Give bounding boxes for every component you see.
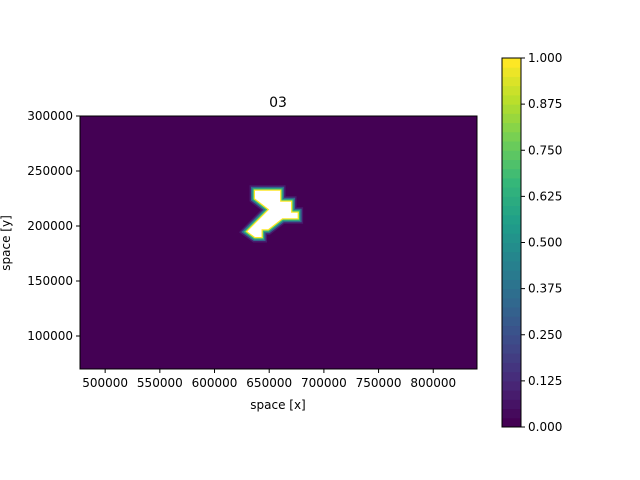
y-tick-label: 250000 (27, 164, 73, 178)
colorbar-band (502, 233, 521, 243)
region-layers (238, 185, 304, 243)
colorbar: 0.000 0.125 0.250 0.375 0.500 0.625 0.750 0.875… (501, 51, 562, 434)
colorbar-band (502, 113, 521, 124)
colorbar-band (502, 362, 521, 373)
colorbar-band (502, 58, 521, 68)
colorbar-band (502, 270, 521, 280)
colorbar-band (502, 343, 521, 354)
y-tick-label: 300000 (27, 109, 73, 123)
colorbar-band (502, 205, 521, 216)
chart-title: 03 (269, 95, 287, 111)
colorbar-band (502, 251, 521, 262)
colorbar-band (502, 353, 521, 363)
colorbar-bands (502, 58, 521, 428)
colorbar-band (502, 371, 521, 382)
colorbar-band (502, 417, 521, 428)
y-axis: 100000 150000 200000 250000 300000 (27, 109, 80, 343)
x-axis-label: space [x] (250, 398, 305, 412)
plot-area (79, 115, 478, 370)
y-tick-label: 150000 (27, 274, 73, 288)
plot-frame (79, 115, 478, 370)
colorbar-band (502, 76, 521, 87)
colorbar-band (502, 122, 521, 133)
x-tick-label: 700000 (301, 376, 347, 390)
colorbar-band (502, 399, 521, 410)
colorbar-tick-label: 0.875 (528, 97, 562, 111)
colorbar-band (502, 334, 521, 345)
colorbar-band (502, 104, 521, 114)
x-axis: 500000 550000 600000 650000 700000 750000 8000… (82, 369, 456, 390)
x-tick-label: 800000 (410, 376, 456, 390)
colorbar-band (502, 316, 521, 327)
colorbar-band (502, 307, 521, 317)
colorbar-tick-label: 0.375 (528, 282, 562, 296)
colorbar-band (502, 141, 521, 151)
colorbar-tick-label: 1.000 (528, 51, 562, 65)
colorbar-band (502, 94, 521, 105)
x-tick-label: 600000 (192, 376, 238, 390)
x-tick-label: 550000 (137, 376, 183, 390)
x-tick-label: 650000 (246, 376, 292, 390)
colorbar-band (502, 224, 521, 234)
colorbar-band (502, 380, 521, 391)
colorbar-band (502, 408, 521, 419)
colorbar-band (502, 279, 521, 290)
colorbar-band (502, 242, 521, 253)
colorbar-tick-label: 0.625 (528, 189, 562, 203)
colorbar-band (502, 187, 521, 197)
colorbar-band (502, 297, 521, 308)
colorbar-band (502, 67, 521, 77)
colorbar-band (502, 85, 521, 96)
colorbar-band (502, 168, 521, 179)
colorbar-band (502, 390, 521, 400)
y-tick-label: 100000 (27, 329, 73, 343)
colorbar-band (502, 260, 521, 271)
colorbar-band (502, 325, 521, 336)
x-tick-label: 500000 (82, 376, 128, 390)
colorbar-tick-label: 0.500 (528, 236, 562, 250)
colorbar-tick-label: 0.125 (528, 374, 562, 388)
colorbar-band (502, 159, 521, 170)
colorbar-band (502, 196, 521, 207)
colorbar-band (502, 150, 521, 160)
y-tick-label: 200000 (27, 219, 73, 233)
x-tick-label: 750000 (356, 376, 402, 390)
colorbar-band (502, 214, 521, 225)
colorbar-ticks: 0.000 0.125 0.250 0.375 0.500 0.625 0.750 0.875… (521, 51, 562, 434)
colorbar-band (502, 131, 521, 142)
region-peak (247, 190, 298, 237)
colorbar-tick-label: 0.750 (528, 143, 562, 157)
colorbar-tick-label: 0.000 (528, 420, 562, 434)
y-axis-label: space [y] (0, 215, 13, 270)
colorbar-band (502, 177, 521, 188)
field-background (80, 116, 477, 369)
colorbar-tick-label: 0.250 (528, 328, 562, 342)
colorbar-band (502, 288, 521, 299)
